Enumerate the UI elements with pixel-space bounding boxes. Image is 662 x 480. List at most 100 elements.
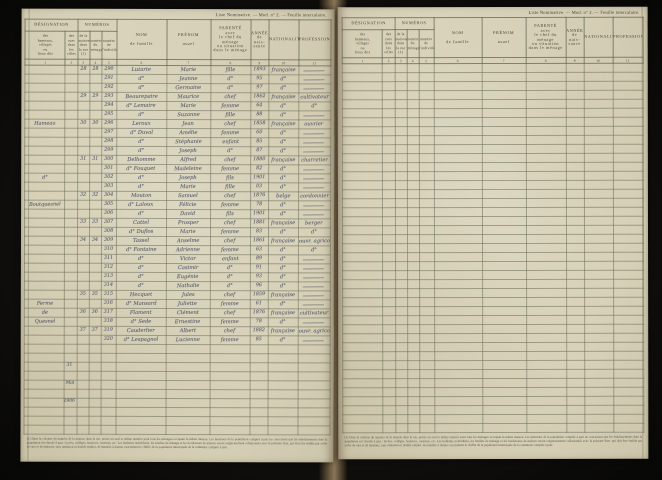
handwritten-dash	[303, 339, 325, 341]
cell-empty	[418, 63, 434, 73]
cell-prenom: Juliette	[165, 299, 210, 309]
cell-empty	[434, 342, 483, 352]
cell-maison: 31	[77, 155, 90, 165]
cell-parente: chef	[210, 155, 251, 165]
cell-empty	[395, 252, 408, 262]
cell-nom: d° Fontaine	[115, 245, 166, 255]
cell-empty	[419, 405, 435, 415]
cell-empty	[419, 306, 435, 316]
cell-empty	[584, 378, 614, 388]
handwritten-entry: fille	[225, 112, 236, 119]
cell-empty	[583, 144, 613, 154]
cell-parente: enfant	[209, 254, 250, 264]
cell-rue	[64, 236, 77, 246]
cell-empty	[343, 324, 384, 334]
cell-maison	[76, 335, 89, 345]
cell-individu: 319	[100, 326, 116, 336]
cell-empty	[566, 360, 585, 370]
cell-nationalite: belge	[268, 191, 299, 201]
cell-empty	[209, 371, 250, 381]
handwritten-entry: fille	[225, 184, 236, 191]
cell-annee: 87	[250, 146, 269, 156]
cell-lieu	[25, 146, 66, 156]
cell-empty	[565, 99, 584, 109]
cell-empty	[165, 344, 210, 354]
cell-empty	[383, 333, 396, 343]
cell-empty	[342, 90, 383, 100]
cell-empty	[394, 198, 407, 208]
cell-empty	[395, 414, 408, 424]
handwritten-entry: Jules	[181, 291, 195, 299]
handwritten-entry: 60	[256, 130, 263, 136]
cell-empty	[267, 389, 298, 399]
cell-individu: 301	[101, 164, 117, 174]
handwritten-entry: d°	[279, 301, 286, 308]
cell-empty	[526, 369, 567, 379]
handwritten-entry: Eugénie	[177, 273, 199, 281]
handwritten-entry: 303	[104, 183, 114, 189]
handwritten-entry: 28	[92, 66, 99, 72]
handwritten-entry: 36	[91, 309, 98, 315]
handwritten-entry: d°	[227, 148, 234, 155]
cell-empty	[76, 416, 89, 426]
handwritten-entry: 296	[104, 120, 114, 126]
cell-nationalite: française	[268, 155, 299, 165]
cell-empty	[482, 387, 527, 397]
cell-empty	[613, 378, 644, 388]
cell-empty	[394, 162, 407, 172]
cell-maison: 37	[76, 326, 89, 336]
cell-annee: 63	[249, 245, 268, 255]
header-numero-maison: de la maison dans la rue (1)	[394, 29, 407, 58]
handwritten-entry: femme	[221, 130, 240, 137]
cell-empty	[482, 423, 527, 433]
cell-parente: femme	[210, 128, 251, 138]
cell-empty	[382, 234, 396, 244]
cell-empty	[482, 369, 527, 379]
census-page-left: Liste Nominative. — Mod. n° 2. — Feuille…	[20, 8, 335, 463]
cell-empty	[566, 414, 585, 424]
cell-empty	[407, 387, 420, 397]
handwritten-entry: 63	[255, 247, 263, 253]
cell-maison: 30	[77, 119, 90, 129]
handwritten-entry: Cattel	[133, 219, 150, 227]
cell-empty	[297, 380, 330, 390]
cell-empty	[383, 306, 396, 316]
cell-maison	[77, 146, 90, 156]
cell-nom: d°	[116, 110, 167, 120]
cell-empty	[395, 405, 408, 415]
handwritten-entry: Clément	[176, 309, 199, 317]
cell-empty	[297, 344, 330, 354]
cell-parente: d°	[210, 83, 251, 93]
cell-empty	[613, 261, 644, 271]
cell-empty	[565, 81, 584, 91]
cell-empty	[395, 387, 408, 397]
cell-empty	[434, 387, 483, 397]
cell-individu: 308	[100, 227, 117, 237]
cell-empty	[613, 369, 644, 379]
cell-empty	[583, 198, 613, 208]
cell-empty	[395, 423, 408, 433]
handwritten-entry: 85	[255, 337, 262, 343]
cell-empty	[406, 189, 419, 199]
handwritten-entry: de	[41, 309, 48, 316]
cell-menage: 32	[89, 191, 102, 201]
cell-empty	[584, 279, 614, 289]
handwritten-entry: Jean	[182, 120, 195, 128]
handwritten-entry: 35	[79, 291, 86, 297]
cell-empty	[481, 144, 526, 154]
cell-annee: 85	[249, 335, 268, 345]
handwritten-entry: 1861	[252, 238, 266, 244]
cell-empty	[481, 63, 526, 73]
cell-profession	[297, 335, 330, 345]
cell-rue	[64, 227, 78, 237]
cell-empty	[584, 369, 614, 379]
cell-empty	[526, 396, 567, 406]
cell-empty	[382, 162, 395, 172]
handwritten-entry: chef	[224, 238, 236, 245]
cell-individu: 311	[100, 254, 116, 264]
cell-empty	[383, 369, 396, 379]
cell-prenom: Lucienne	[165, 335, 210, 345]
handwritten-entry: Joseph	[179, 147, 198, 155]
cell-empty	[526, 297, 567, 307]
handwritten-entry: d°	[138, 174, 145, 181]
